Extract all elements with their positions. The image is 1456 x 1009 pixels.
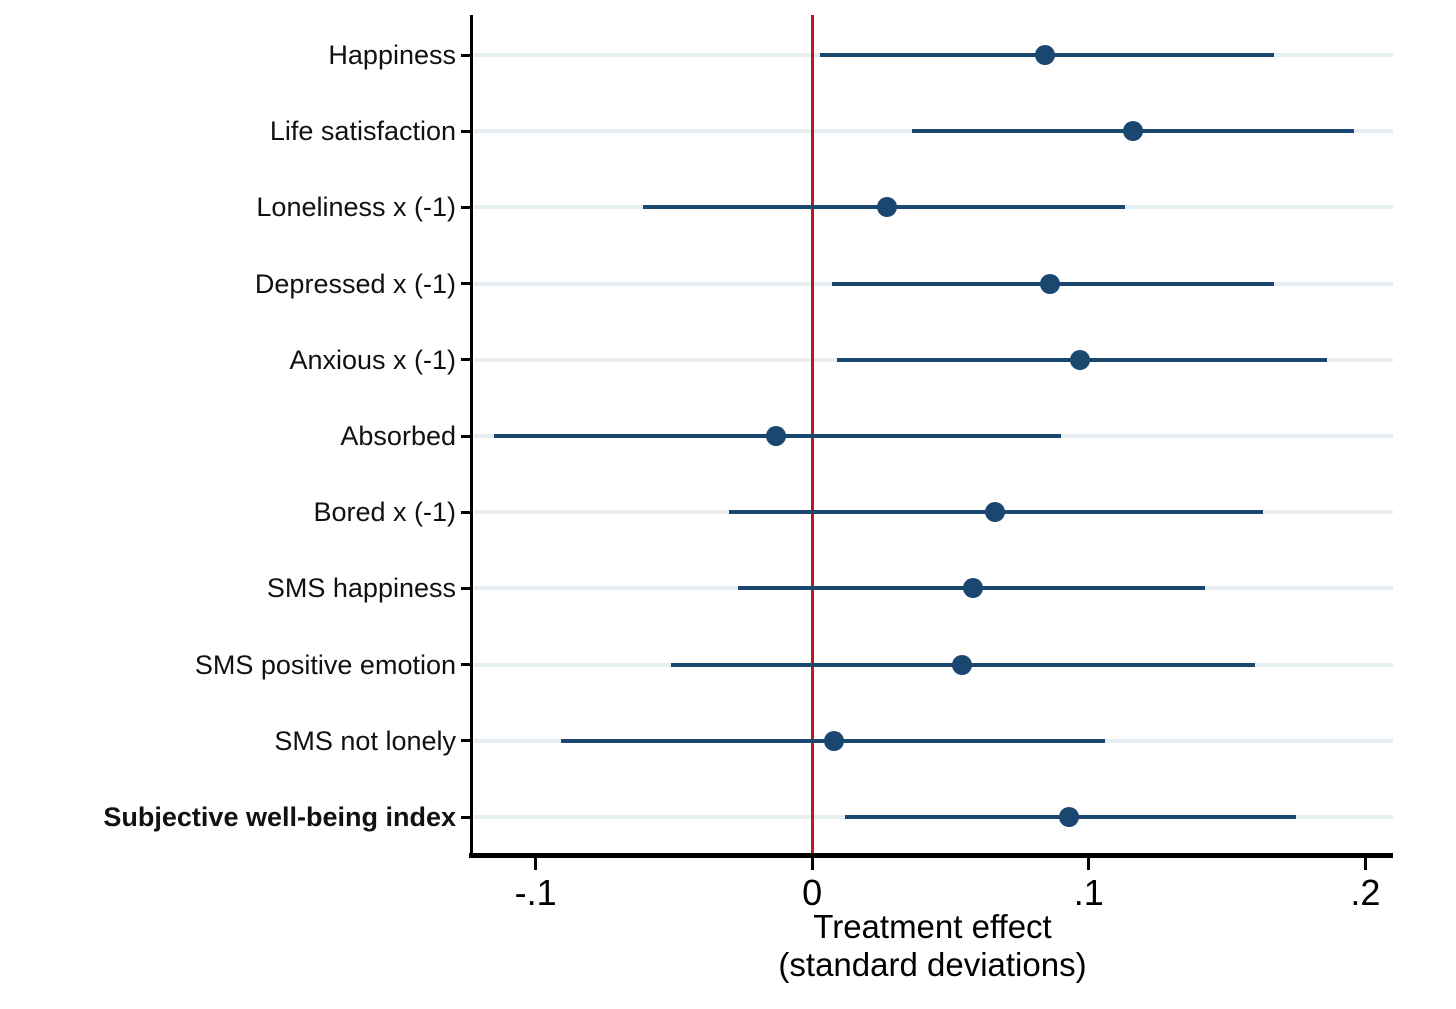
category-label: Absorbed xyxy=(340,421,456,451)
y-axis-tick xyxy=(461,53,472,57)
y-axis-tick xyxy=(461,129,472,133)
category-label: SMS happiness xyxy=(266,573,456,604)
x-axis-tick-label: 0 xyxy=(802,872,823,913)
point-estimate-marker xyxy=(1123,121,1144,142)
category-label: Loneliness x (-1) xyxy=(256,192,456,223)
x-axis-tick xyxy=(810,857,814,870)
x-axis-tick xyxy=(534,857,538,870)
x-axis-line xyxy=(469,853,1393,858)
point-estimate-marker xyxy=(1059,807,1080,827)
category-label: Subjective well-being index xyxy=(103,802,456,832)
point-estimate-marker xyxy=(962,578,983,599)
point-estimate-marker xyxy=(876,197,897,218)
y-axis-tick xyxy=(461,282,472,286)
category-label: Happiness xyxy=(328,40,456,70)
point-estimate-marker xyxy=(1040,273,1061,294)
x-axis-tick xyxy=(1363,857,1367,870)
category-label: Anxious x (-1) xyxy=(289,344,456,375)
x-axis-title-line1: Treatment effect xyxy=(813,908,1052,945)
y-axis-tick xyxy=(461,434,472,438)
category-label: Bored x (-1) xyxy=(313,497,456,528)
category-label: Life satisfaction xyxy=(269,116,456,147)
x-axis-title-line2: (standard deviations) xyxy=(778,946,1087,983)
y-axis-tick xyxy=(461,739,472,743)
point-estimate-marker xyxy=(824,730,845,751)
point-estimate-marker xyxy=(1070,349,1091,370)
point-estimate-marker xyxy=(984,502,1005,523)
category-label: Depressed x (-1) xyxy=(254,268,456,299)
y-axis-tick xyxy=(461,815,472,819)
x-axis-tick-label: .1 xyxy=(1073,872,1104,913)
x-axis-tick-label: .2 xyxy=(1350,872,1381,913)
x-axis-tick xyxy=(1087,857,1091,870)
point-estimate-marker xyxy=(951,654,972,675)
x-axis-tick-label: -.1 xyxy=(514,872,557,913)
y-axis-tick xyxy=(461,205,472,209)
y-axis-tick xyxy=(461,358,472,362)
y-axis-tick xyxy=(461,586,472,590)
point-estimate-marker xyxy=(766,426,787,446)
y-axis-tick xyxy=(461,663,472,667)
category-label: SMS positive emotion xyxy=(194,649,456,680)
point-estimate-marker xyxy=(1034,45,1055,65)
y-axis-tick xyxy=(461,510,472,514)
y-axis-line xyxy=(470,15,473,855)
category-label: SMS not lonely xyxy=(274,725,456,756)
